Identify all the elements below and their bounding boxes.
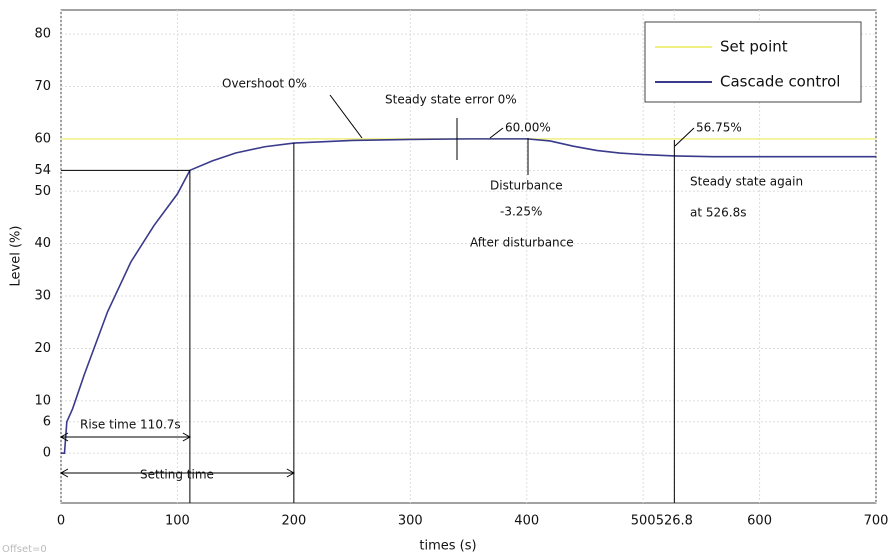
legend-label: Cascade control (720, 73, 840, 91)
footer: Offset=0 (2, 544, 47, 555)
y-tick-label: 0 (43, 446, 51, 461)
y-tick-label: 80 (34, 27, 51, 42)
line (61, 138, 876, 455)
x-tick-label: 600 (747, 514, 772, 529)
annotation: 56.75% (696, 121, 742, 135)
x-tick-label: 400 (514, 514, 539, 529)
annotation: at 526.8s (690, 206, 746, 220)
x-tick-label: 300 (398, 514, 423, 529)
leader (674, 127, 695, 147)
x-tick-label: 100 (165, 514, 190, 529)
annotation: -3.25% (500, 205, 542, 219)
y-tick-label: 54 (34, 163, 51, 178)
annotation: Steady state error 0% (385, 93, 517, 107)
leader (489, 127, 504, 139)
x-tick-label: 200 (281, 514, 306, 529)
arrow-head (182, 432, 191, 442)
legend-label: Set point (720, 38, 788, 56)
x-tick-label: 500 (631, 514, 656, 529)
y-axis-label: Level (%) (9, 226, 24, 287)
arrow-head (59, 432, 69, 442)
annotation: Steady state again (690, 175, 803, 189)
annotation: Rise time 110.7s (80, 418, 181, 432)
leader (329, 94, 363, 139)
x-tick-label: 526.8 (656, 514, 693, 529)
y-tick-label: 40 (34, 236, 51, 251)
annotation: 60.00% (505, 121, 551, 135)
y-tick-label: 30 (34, 289, 51, 304)
y-tick-label: 6 (43, 414, 51, 429)
arrow-head (286, 468, 295, 478)
y-tick-label: 10 (34, 393, 51, 408)
annotation: Overshoot 0% (222, 77, 307, 91)
annotation: Disturbance (490, 179, 563, 193)
annotation: Setting time (140, 468, 214, 482)
plot-area (60, 9, 877, 504)
annotation: After disturbance (470, 236, 574, 250)
x-tick-label: 700 (864, 514, 889, 529)
x-tick-label: 0 (57, 514, 65, 529)
x-axis-label: times (s) (419, 539, 476, 554)
arrow-head (59, 468, 69, 478)
y-tick-label: 70 (34, 79, 51, 94)
y-tick-label: 20 (34, 341, 51, 356)
y-tick-label: 50 (34, 184, 51, 199)
y-tick-label: 60 (34, 131, 51, 146)
legend-box (644, 21, 862, 103)
